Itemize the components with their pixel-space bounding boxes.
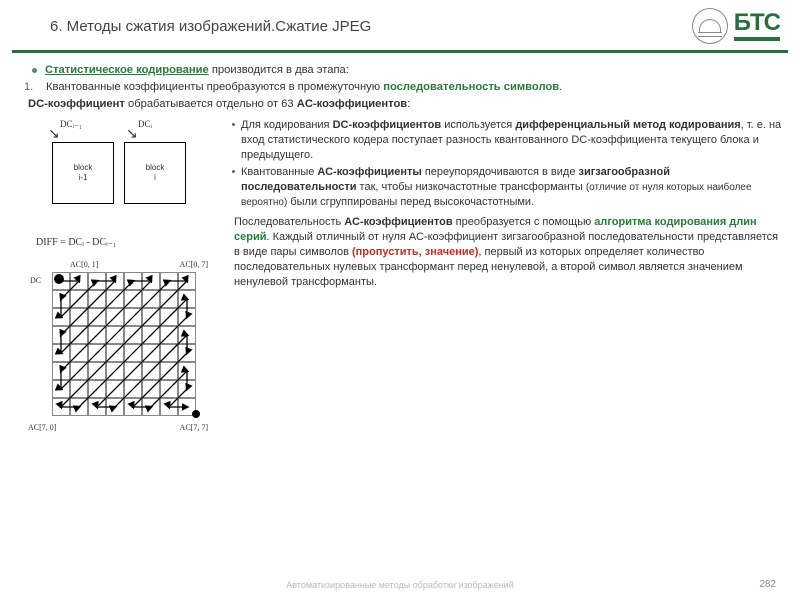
step-1: 1. Квантованные коэффициенты преобразуют…	[24, 80, 786, 95]
bullet-icon	[232, 123, 235, 126]
bts-logo-icon: БTC	[734, 11, 780, 41]
zigzag-dc-label: DC	[30, 276, 41, 287]
step-text-b: последовательность символов	[383, 81, 559, 93]
ac-term: AC-коэффициентов	[297, 98, 407, 110]
dc-prev-label: DCᵢ₋₁	[60, 118, 82, 130]
dc-text-d: :	[407, 98, 410, 110]
intro-text: производится в два этапа:	[209, 64, 349, 76]
logo-group: БTC	[692, 8, 780, 44]
zigzag-top-right: AC[0, 7]	[180, 260, 208, 271]
footer-text: Автоматизированные методы обработки изоб…	[286, 580, 513, 590]
intro-bullet: Статистическое кодирование производится …	[24, 63, 786, 78]
zigzag-bot-left: AC[7, 0]	[28, 423, 56, 434]
step-number: 1.	[24, 80, 38, 95]
dc-term: DC-коэффициент	[28, 98, 125, 110]
arrow-icon	[48, 124, 62, 138]
zigzag-bot-right: AC[7, 7]	[180, 423, 208, 434]
dc-cur-label: DCᵢ	[138, 118, 152, 130]
zigzag-diagram: DC AC[0, 1] AC[0, 7] AC[7, 0] AC[7, 7]	[28, 260, 208, 440]
point-3: Последовательность АС-коэффициентов прео…	[230, 215, 786, 289]
block-cur: block i	[124, 142, 186, 204]
university-seal-icon	[692, 8, 728, 44]
header-divider	[12, 50, 788, 53]
step-text-c: .	[559, 81, 562, 93]
page-number: 282	[759, 579, 776, 590]
arrow-icon	[126, 124, 140, 138]
block-diagram: DCᵢ₋₁ DCᵢ block i-1 block i	[30, 120, 210, 230]
block-prev: block i-1	[52, 142, 114, 204]
point-1: Для кодирования DC-коэффициентов использ…	[230, 118, 786, 163]
point-2: Квантованные АС-коэффициенты переупорядо…	[230, 165, 786, 210]
diff-formula: DIFF = DCᵢ - DCᵢ₋₁	[24, 236, 224, 250]
end-dot-icon	[192, 410, 200, 418]
step-text-a: Квантованные коэффициенты преобразуются …	[46, 81, 383, 93]
bullet-icon	[232, 170, 235, 173]
dc-dot-icon	[54, 274, 64, 284]
bullet-icon	[32, 68, 37, 73]
slide-title: 6. Методы сжатия изображений.Сжатие JPEG	[50, 18, 371, 35]
dc-text-b: обрабатывается отдельно от 63	[125, 98, 297, 110]
dc-line: DC-коэффициент обрабатывается отдельно о…	[24, 97, 786, 112]
zigzag-path	[52, 272, 198, 418]
zigzag-top-left: AC[0, 1]	[70, 260, 98, 271]
intro-term: Статистическое кодирование	[45, 64, 209, 76]
